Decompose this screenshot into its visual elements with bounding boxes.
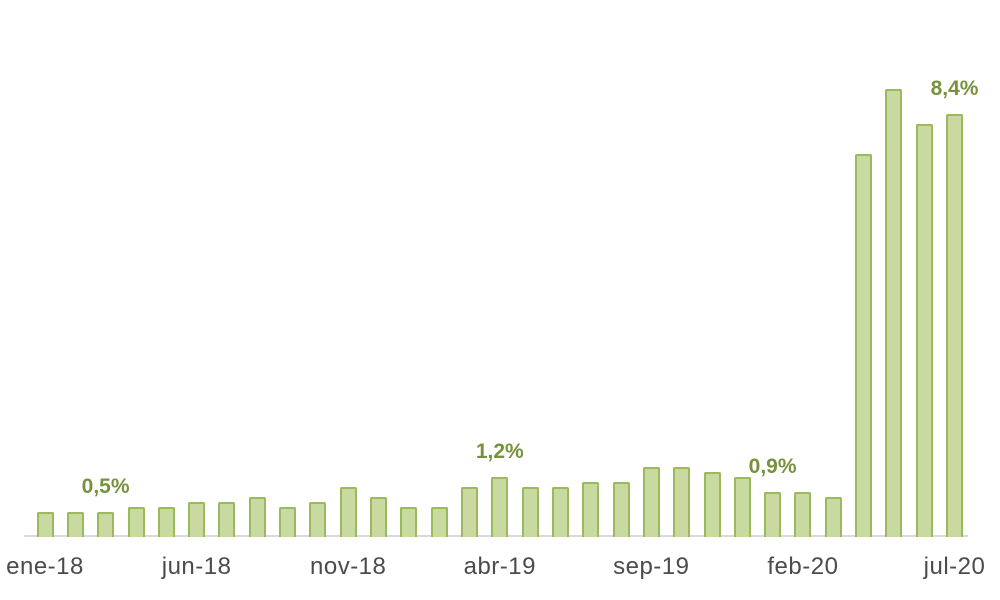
x-tick-label-nov-18: nov-18: [309, 553, 387, 580]
bar-jun-19: [551, 487, 569, 537]
bar-may-18: [157, 507, 175, 537]
bar-mar-19: [460, 487, 478, 537]
bar-jul-19: [582, 482, 600, 537]
bar-dic-19: [733, 477, 751, 537]
bar-sep-18: [279, 507, 296, 537]
bar-abr-19: [491, 477, 509, 537]
bar-oct-18: [309, 502, 327, 537]
bar-feb-20: [794, 492, 812, 537]
bar-jul-20: [946, 114, 963, 537]
bar-feb-19: [430, 507, 448, 537]
bar-nov-18: [339, 487, 357, 537]
data-label-mar-18: 0,5%: [81, 475, 130, 498]
data-label-abr-19: 1,2%: [475, 440, 524, 463]
bar-oct-19: [673, 467, 691, 537]
bar-abr-20: [855, 154, 873, 537]
bar-ago-19: [612, 482, 630, 537]
x-tick-label-sep-19: sep-19: [613, 553, 690, 580]
x-tick-label-jul-20: jul-20: [923, 553, 986, 580]
x-tick-label-jun-18: jun-18: [161, 553, 232, 580]
x-tick-label-abr-19: abr-19: [463, 553, 536, 580]
bar-ago-18: [248, 497, 266, 537]
bar-mar-20: [824, 497, 842, 537]
bar-dic-18: [370, 497, 387, 537]
bar-may-19: [521, 487, 539, 537]
bar-nov-19: [703, 472, 721, 537]
data-label-jul-20: 8,4%: [930, 77, 979, 100]
bar-mar-18: [97, 512, 115, 537]
x-tick-label-feb-20: feb-20: [767, 553, 839, 580]
bar-may-20: [885, 89, 903, 537]
bar-ene-18: [36, 512, 54, 537]
bar-jul-18: [218, 502, 236, 537]
data-label-ene-20: 0,9%: [748, 455, 797, 478]
bar-ene-19: [400, 507, 418, 537]
bar-jun-20: [915, 124, 933, 537]
bar-jun-18: [188, 502, 206, 537]
bar-ene-20: [764, 492, 782, 537]
bar-sep-19: [642, 467, 660, 537]
bar-abr-18: [127, 507, 145, 537]
bar-feb-18: [66, 512, 84, 537]
x-tick-label-ene-18: ene-18: [6, 553, 84, 580]
